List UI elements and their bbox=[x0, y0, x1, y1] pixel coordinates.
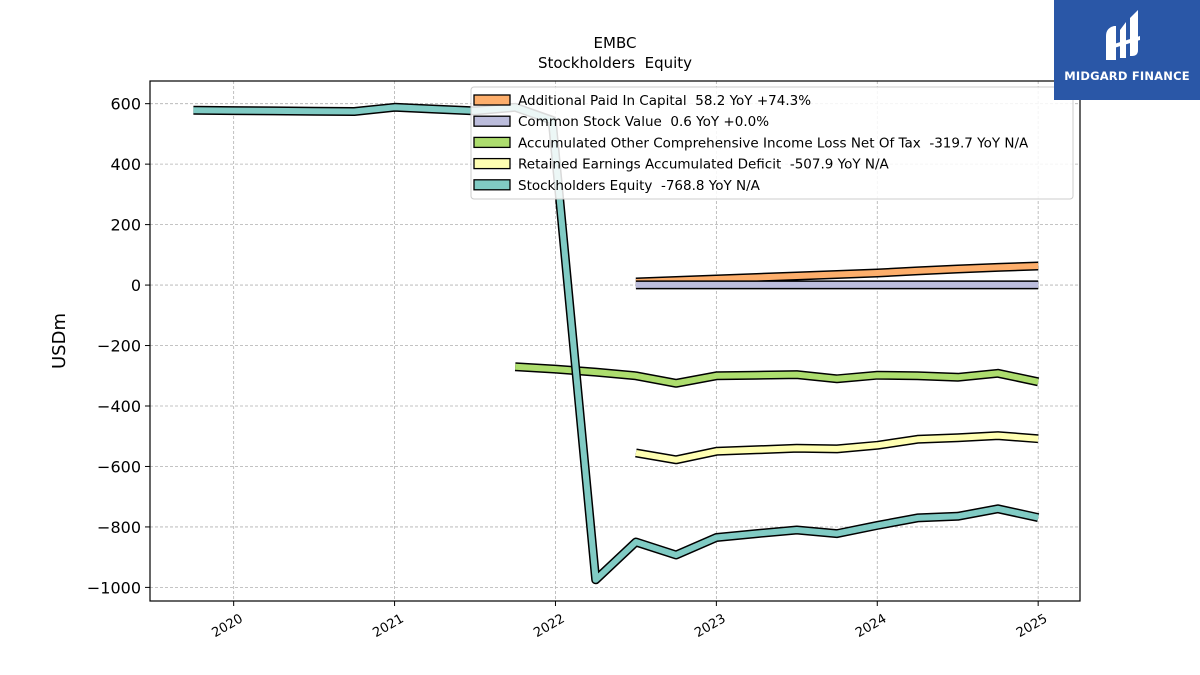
series-line bbox=[635, 263, 1039, 285]
series-line bbox=[193, 104, 1039, 583]
plot-frame bbox=[149, 80, 1081, 602]
y-tick-label: −1000 bbox=[87, 578, 141, 597]
legend-swatch bbox=[473, 136, 511, 149]
y-tick-label: −200 bbox=[97, 337, 141, 356]
series-lines bbox=[193, 102, 1040, 585]
y-tick-label: 200 bbox=[110, 216, 141, 235]
y-tick-label: 0 bbox=[131, 276, 141, 295]
x-tick-label: 2020 bbox=[210, 611, 246, 641]
legend-swatch bbox=[473, 94, 511, 106]
x-tick-label: 2025 bbox=[1014, 611, 1050, 641]
y-tick-label: 400 bbox=[110, 155, 141, 174]
legend-label: Additional Paid In Capital 58.2 YoY +74.… bbox=[518, 93, 811, 109]
legend: Additional Paid In Capital 58.2 YoY +74.… bbox=[470, 86, 1074, 200]
legend-swatch bbox=[473, 179, 511, 191]
legend-label: Common Stock Value 0.6 YoY +0.0% bbox=[518, 114, 769, 130]
chart-title: EMBC bbox=[594, 34, 637, 52]
y-tick-label: −600 bbox=[97, 457, 141, 476]
midgard-finance-logo: MIDGARD FINANCE bbox=[1054, 0, 1200, 100]
y-tick-label: −800 bbox=[97, 518, 141, 537]
legend-label: Accumulated Other Comprehensive Income L… bbox=[518, 135, 1029, 151]
chart-subtitle: Stockholders Equity bbox=[538, 54, 692, 72]
midgard-logo-mark-icon bbox=[1106, 10, 1140, 60]
x-tick-label: 2023 bbox=[692, 611, 728, 641]
legend-label: Stockholders Equity -768.8 YoY N/A bbox=[518, 178, 761, 194]
y-axis-ticks: 600 400 200 0 −200 −400 −600 −800 −1000 bbox=[87, 95, 150, 597]
y-tick-label: −400 bbox=[97, 397, 141, 416]
x-axis-ticks: 2020 2021 2022 2023 2024 2025 bbox=[210, 601, 1050, 641]
series-line bbox=[515, 363, 1039, 387]
legend-swatch bbox=[473, 157, 511, 170]
y-axis-label: USDm bbox=[49, 313, 70, 369]
x-tick-label: 2024 bbox=[853, 611, 889, 641]
x-tick-label: 2022 bbox=[531, 611, 567, 641]
legend-label: Retained Earnings Accumulated Deficit -5… bbox=[518, 157, 890, 173]
legend-box bbox=[470, 86, 1074, 200]
series-line bbox=[635, 432, 1039, 463]
x-tick-label: 2021 bbox=[370, 611, 406, 641]
logo-text: MIDGARD FINANCE bbox=[1064, 69, 1190, 83]
y-tick-label: 600 bbox=[110, 95, 141, 114]
legend-swatch bbox=[473, 115, 511, 127]
